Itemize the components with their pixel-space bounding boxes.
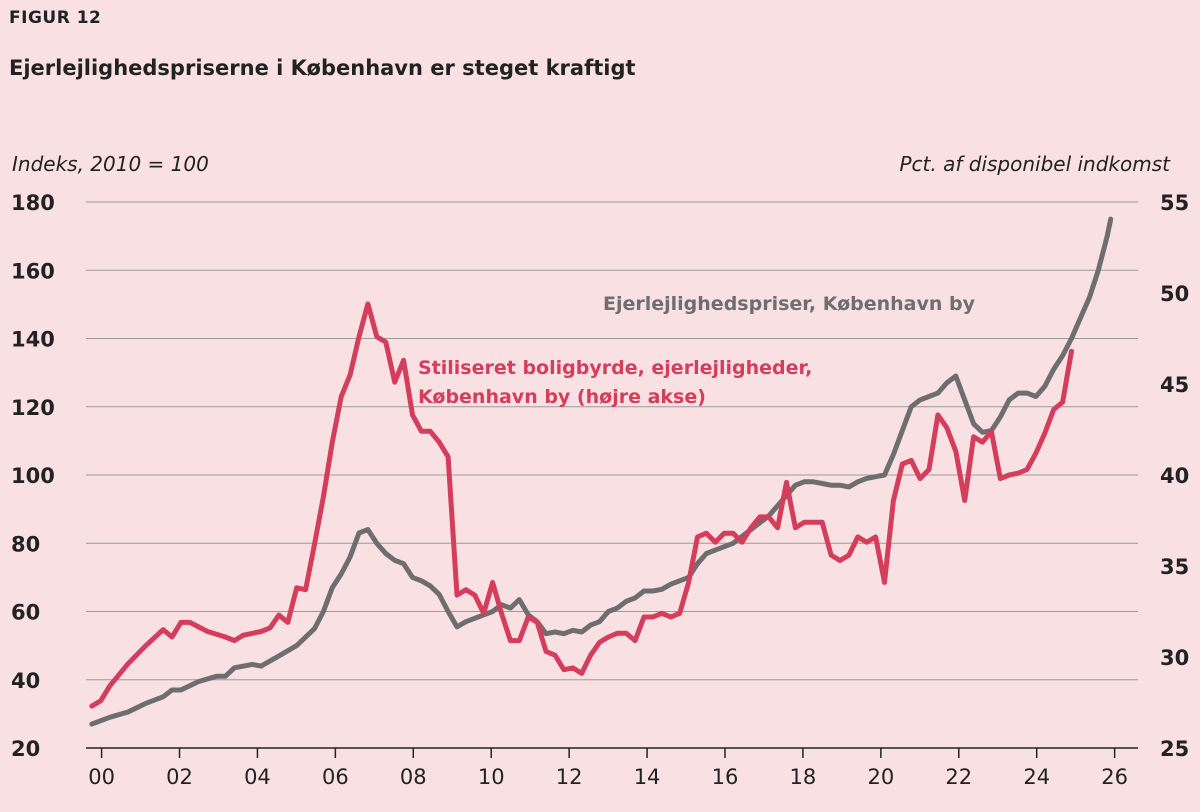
burden-series-label-line1: Stiliseret boligbyrde, ejerlejligheder, bbox=[418, 357, 812, 379]
x-tick-label: 02 bbox=[166, 765, 193, 789]
right-tick-label: 40 bbox=[1160, 464, 1189, 488]
series-lines bbox=[89, 216, 1114, 727]
left-tick-label: 180 bbox=[11, 191, 55, 215]
left-axis-unit: Indeks, 2010 = 100 bbox=[12, 152, 209, 176]
burden-series-line bbox=[89, 301, 1074, 709]
right-tick-label: 50 bbox=[1160, 282, 1189, 306]
x-tick-label: 22 bbox=[945, 765, 972, 789]
left-tick-label: 160 bbox=[11, 259, 55, 283]
right-y-axis-ticks: 25 30 35 40 45 50 55 bbox=[1160, 191, 1189, 761]
price-series-line bbox=[89, 216, 1114, 727]
x-tick-label: 24 bbox=[1023, 765, 1050, 789]
burden-series-label-line2: København by (højre akse) bbox=[418, 386, 706, 408]
gridlines bbox=[86, 201, 1138, 681]
x-axis: 00 02 04 06 08 10 12 14 16 18 20 22 24 26 bbox=[86, 747, 1138, 789]
left-tick-label: 60 bbox=[11, 601, 40, 625]
right-tick-label: 25 bbox=[1160, 737, 1189, 761]
x-tick-label: 06 bbox=[322, 765, 349, 789]
x-tick-label: 14 bbox=[634, 765, 661, 789]
x-tick-label: 12 bbox=[556, 765, 583, 789]
x-tick-label: 04 bbox=[244, 765, 271, 789]
left-tick-label: 40 bbox=[11, 669, 40, 693]
x-tick-label: 08 bbox=[400, 765, 427, 789]
x-tick-label: 16 bbox=[712, 765, 739, 789]
left-tick-label: 140 bbox=[11, 328, 55, 352]
x-tick-label: 10 bbox=[478, 765, 505, 789]
x-tick-label: 00 bbox=[88, 765, 115, 789]
chart-title: Ejerlejlighedspriserne i København er st… bbox=[9, 56, 636, 80]
left-tick-label: 20 bbox=[11, 737, 40, 761]
right-tick-label: 30 bbox=[1160, 646, 1189, 670]
x-tick-label: 26 bbox=[1101, 765, 1128, 789]
right-tick-label: 45 bbox=[1160, 373, 1189, 397]
left-tick-label: 80 bbox=[11, 532, 40, 556]
right-axis-unit: Pct. af disponibel indkomst bbox=[899, 152, 1170, 176]
x-tick-label: 18 bbox=[790, 765, 817, 789]
left-tick-label: 100 bbox=[11, 464, 55, 488]
right-tick-label: 35 bbox=[1160, 555, 1189, 579]
right-tick-label: 55 bbox=[1160, 191, 1189, 215]
figure-label: FIGUR 12 bbox=[9, 8, 102, 28]
left-y-axis-ticks: 20 40 60 80 100 120 140 160 180 bbox=[11, 191, 55, 761]
price-series-label: Ejerlejlighedspriser, København by bbox=[603, 293, 976, 315]
x-tick-label: 20 bbox=[867, 765, 894, 789]
left-tick-label: 120 bbox=[11, 396, 55, 420]
series-labels: Ejerlejlighedspriser, København by Stilis… bbox=[418, 293, 976, 408]
